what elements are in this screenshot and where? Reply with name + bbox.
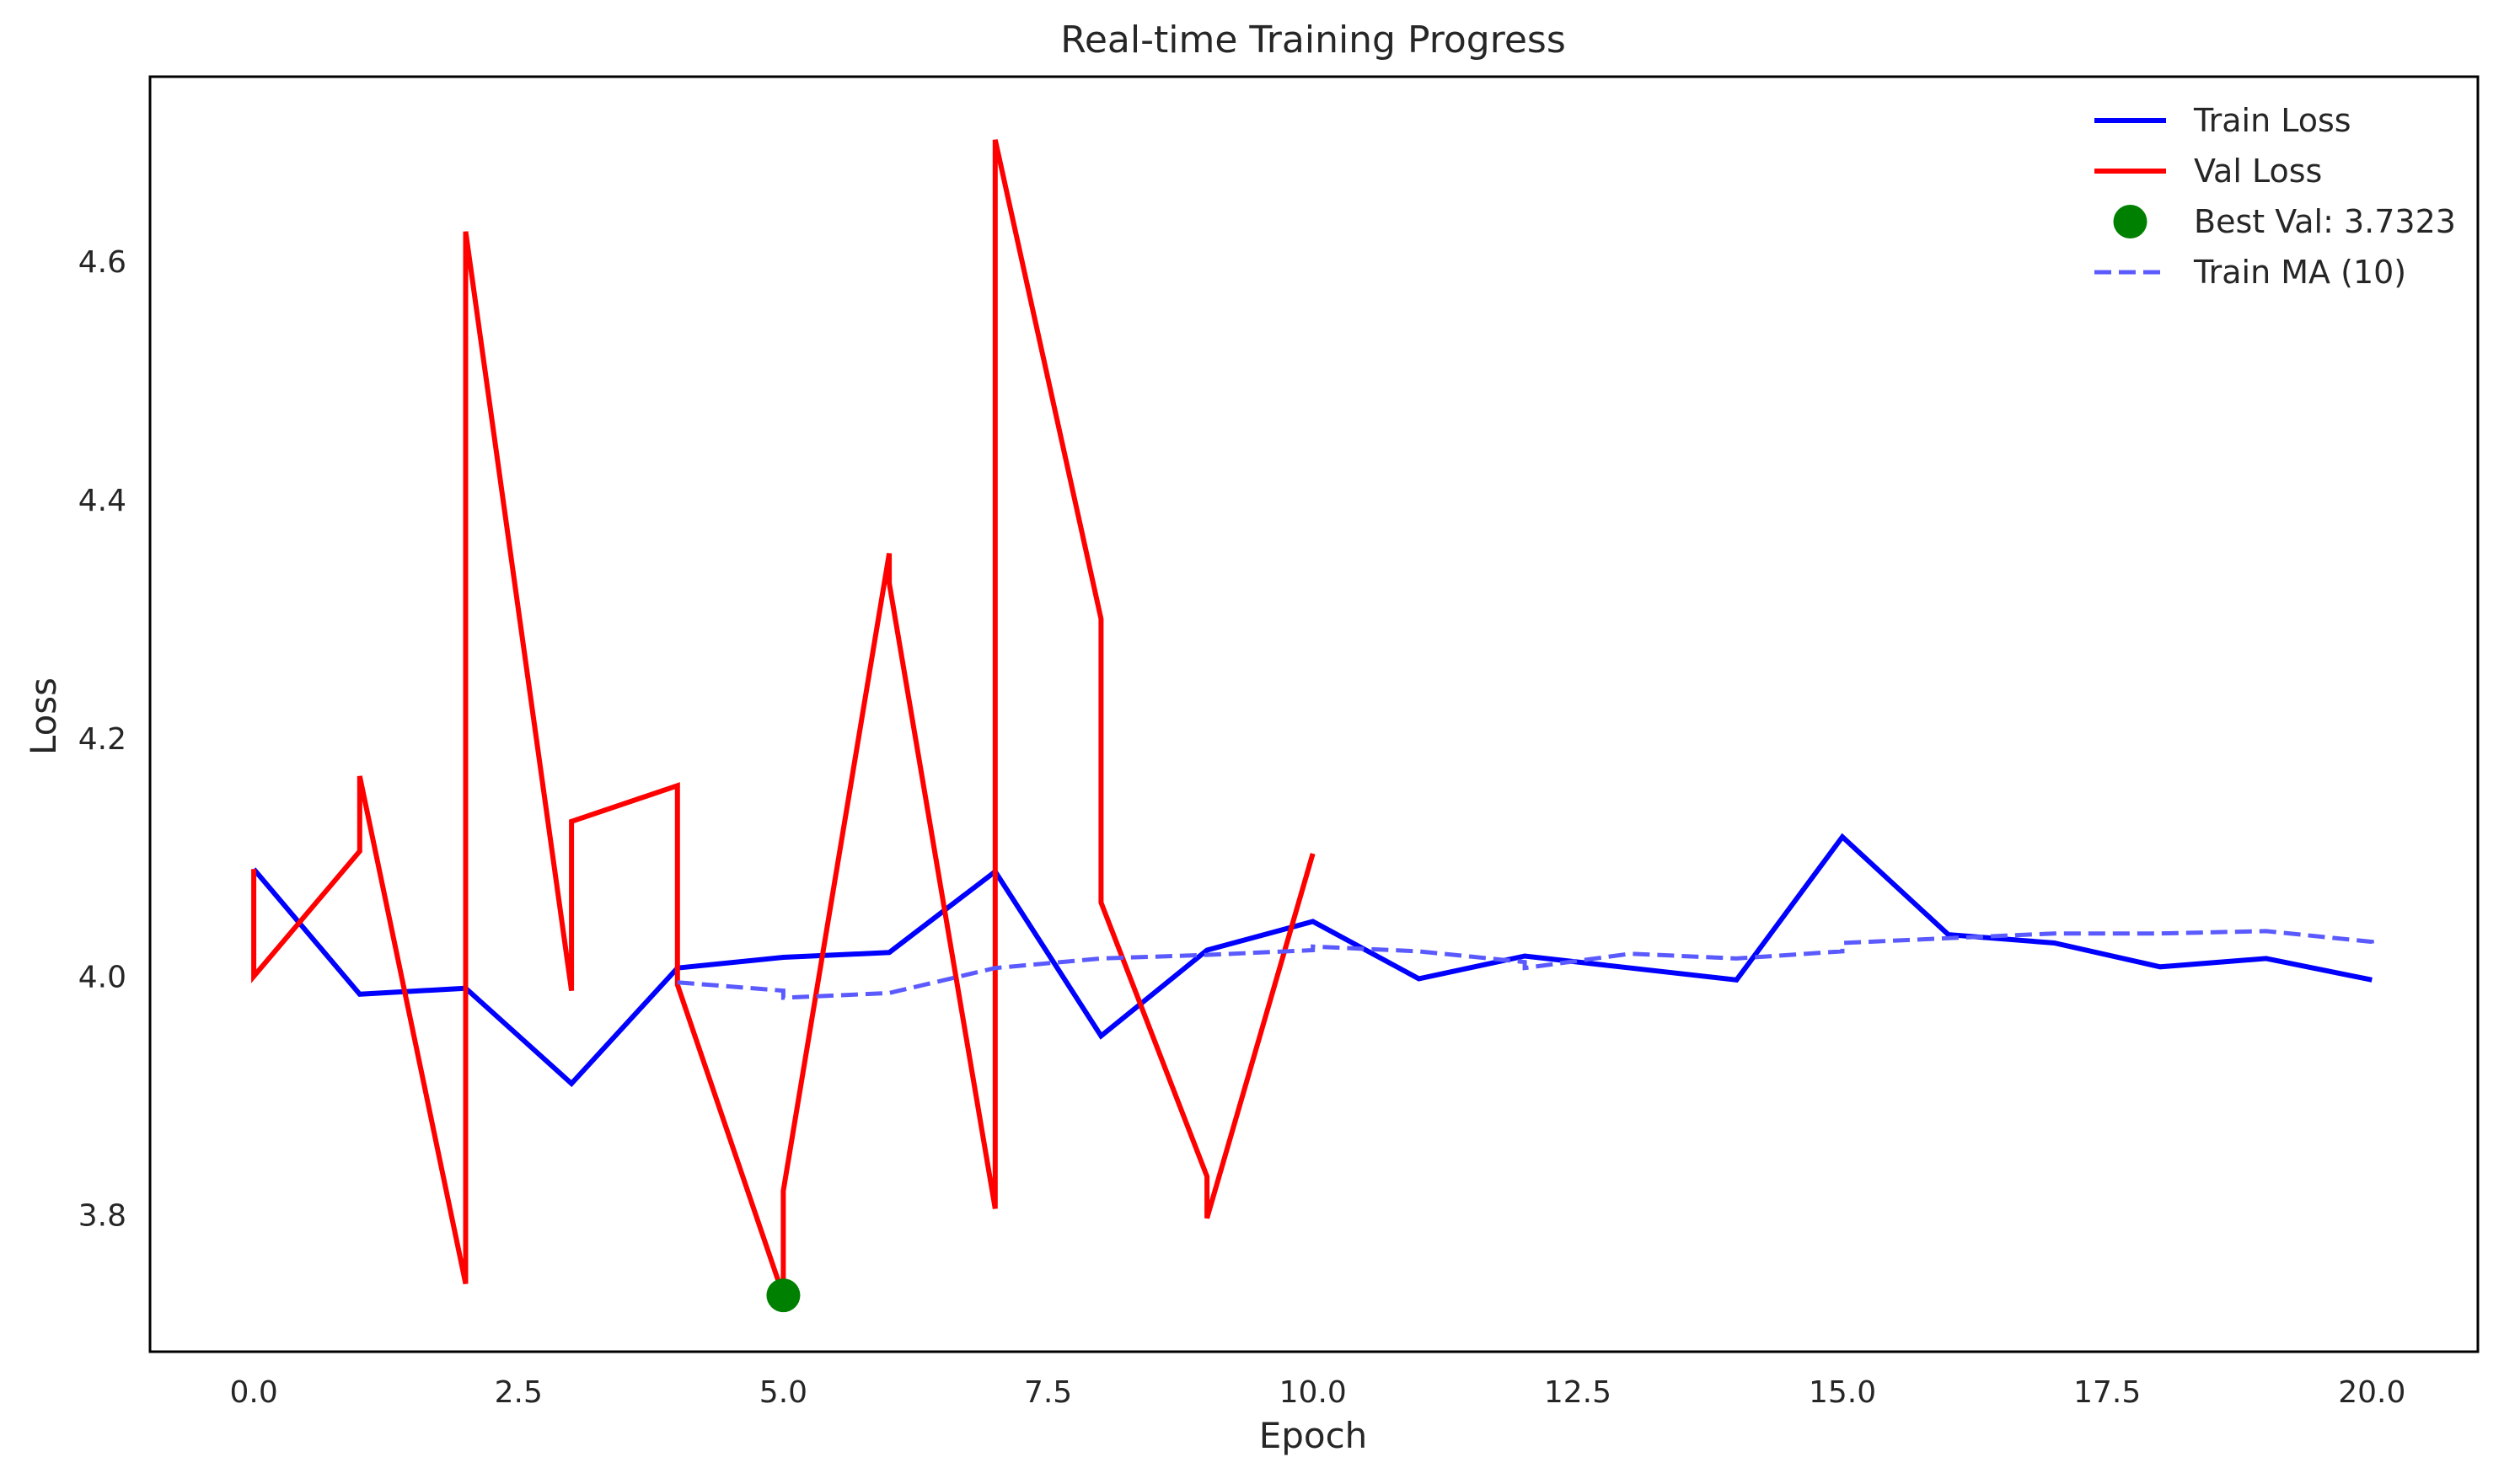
- legend-label-train-ma: Train MA (10): [2193, 254, 2406, 291]
- x-tick-label: 17.5: [2073, 1375, 2141, 1410]
- legend-label-train-loss: Train Loss: [2193, 102, 2351, 139]
- y-tick-label: 3.8: [78, 1198, 126, 1233]
- plot-lines: [251, 139, 2374, 1313]
- x-tick-label: 0.0: [230, 1375, 278, 1410]
- legend-label-best-val: Best Val: 3.7323: [2194, 203, 2456, 240]
- series-line-train-ma-10: [677, 929, 2374, 1000]
- y-tick-label: 4.6: [78, 245, 126, 280]
- series-line-train-loss: [251, 833, 2373, 1088]
- x-axis-ticks: 0.0 2.5 5.0 7.5 10.0 12.5 15.0 17.5 20.0: [230, 1375, 2406, 1410]
- x-tick-label: 7.5: [1024, 1375, 1072, 1410]
- x-tick-label: 15.0: [1809, 1375, 1876, 1410]
- y-tick-label: 4.0: [78, 961, 126, 995]
- x-tick-label: 12.5: [1544, 1375, 1611, 1410]
- best-val-marker: [766, 1278, 801, 1313]
- y-tick-label: 4.2: [78, 722, 126, 757]
- legend-swatch-best-val: [2113, 205, 2147, 238]
- y-axis-label: Loss: [23, 678, 64, 755]
- chart-title: Real-time Training Progress: [1060, 19, 1566, 62]
- x-axis-label: Epoch: [1259, 1415, 1368, 1456]
- x-tick-label: 20.0: [2338, 1375, 2405, 1410]
- x-tick-label: 2.5: [495, 1375, 543, 1410]
- legend-label-val-loss: Val Loss: [2194, 153, 2322, 190]
- y-tick-label: 4.4: [78, 484, 126, 518]
- plot-frame: [148, 75, 2480, 1353]
- legend: Train Loss Val Loss Best Val: 3.7323 Train …: [2094, 102, 2456, 291]
- x-tick-label: 10.0: [1279, 1375, 1347, 1410]
- y-axis-ticks: 3.8 4.0 4.2 4.4 4.6: [78, 245, 126, 1233]
- x-tick-label: 5.0: [759, 1375, 807, 1410]
